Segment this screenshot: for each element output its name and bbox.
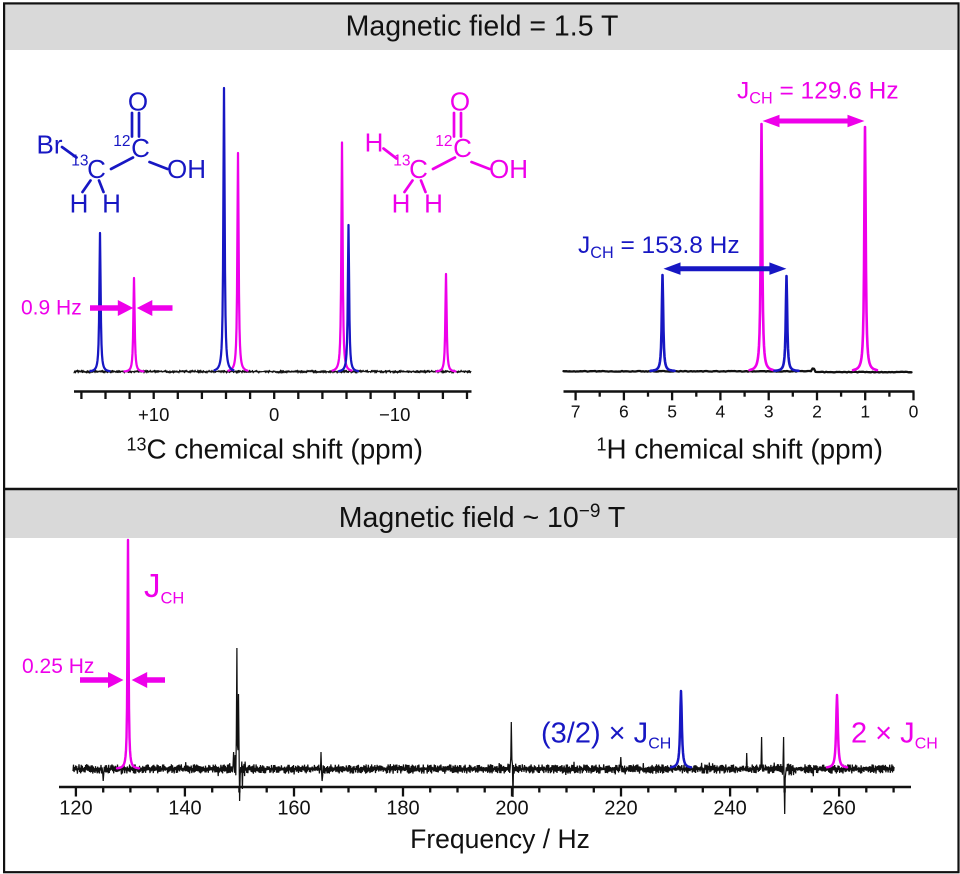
svg-text:C: C bbox=[453, 133, 472, 163]
svg-text:13: 13 bbox=[71, 153, 88, 170]
svg-text:OH: OH bbox=[489, 154, 528, 184]
svg-text:JCH = 153.8 Hz: JCH = 153.8 Hz bbox=[578, 232, 740, 262]
svg-text:−10: −10 bbox=[379, 404, 410, 425]
svg-text:13: 13 bbox=[393, 153, 410, 170]
svg-text:Magnetic field = 1.5 T: Magnetic field = 1.5 T bbox=[346, 11, 619, 43]
svg-text:200: 200 bbox=[495, 798, 528, 820]
svg-text:1H chemical shift (ppm): 1H chemical shift (ppm) bbox=[597, 434, 884, 465]
svg-text:0: 0 bbox=[269, 404, 279, 425]
svg-text:C: C bbox=[131, 133, 150, 163]
svg-text:12: 12 bbox=[435, 133, 452, 150]
svg-text:7: 7 bbox=[571, 402, 581, 422]
svg-text:Br: Br bbox=[37, 130, 63, 160]
svg-text:12: 12 bbox=[113, 133, 130, 150]
svg-text:O: O bbox=[128, 87, 148, 117]
svg-text:+10: +10 bbox=[138, 404, 169, 425]
svg-text:1: 1 bbox=[860, 402, 870, 422]
svg-text:180: 180 bbox=[386, 798, 419, 820]
svg-text:4: 4 bbox=[716, 402, 726, 422]
svg-text:140: 140 bbox=[168, 798, 201, 820]
svg-text:3: 3 bbox=[764, 402, 774, 422]
svg-text:6: 6 bbox=[619, 402, 629, 422]
svg-text:160: 160 bbox=[277, 798, 310, 820]
svg-text:13C chemical shift (ppm): 13C chemical shift (ppm) bbox=[127, 434, 424, 465]
svg-text:0.9 Hz: 0.9 Hz bbox=[21, 297, 82, 320]
svg-text:C: C bbox=[87, 154, 106, 184]
svg-text:Magnetic field ~ 10−9 T: Magnetic field ~ 10−9 T bbox=[339, 501, 626, 534]
svg-text:H: H bbox=[102, 189, 121, 219]
svg-text:H: H bbox=[424, 189, 443, 219]
svg-text:H: H bbox=[70, 189, 89, 219]
svg-text:220: 220 bbox=[604, 798, 637, 820]
svg-text:OH: OH bbox=[167, 154, 206, 184]
svg-text:0.25 Hz: 0.25 Hz bbox=[22, 655, 94, 678]
svg-text:5: 5 bbox=[667, 402, 677, 422]
svg-text:H: H bbox=[392, 189, 411, 219]
svg-text:O: O bbox=[450, 87, 470, 117]
svg-text:H: H bbox=[365, 128, 384, 158]
svg-text:240: 240 bbox=[713, 798, 746, 820]
svg-text:260: 260 bbox=[822, 798, 855, 820]
svg-text:120: 120 bbox=[59, 798, 92, 820]
svg-text:Frequency / Hz: Frequency / Hz bbox=[410, 824, 590, 854]
svg-text:0: 0 bbox=[909, 402, 919, 422]
svg-text:2: 2 bbox=[812, 402, 822, 422]
svg-text:C: C bbox=[409, 154, 428, 184]
